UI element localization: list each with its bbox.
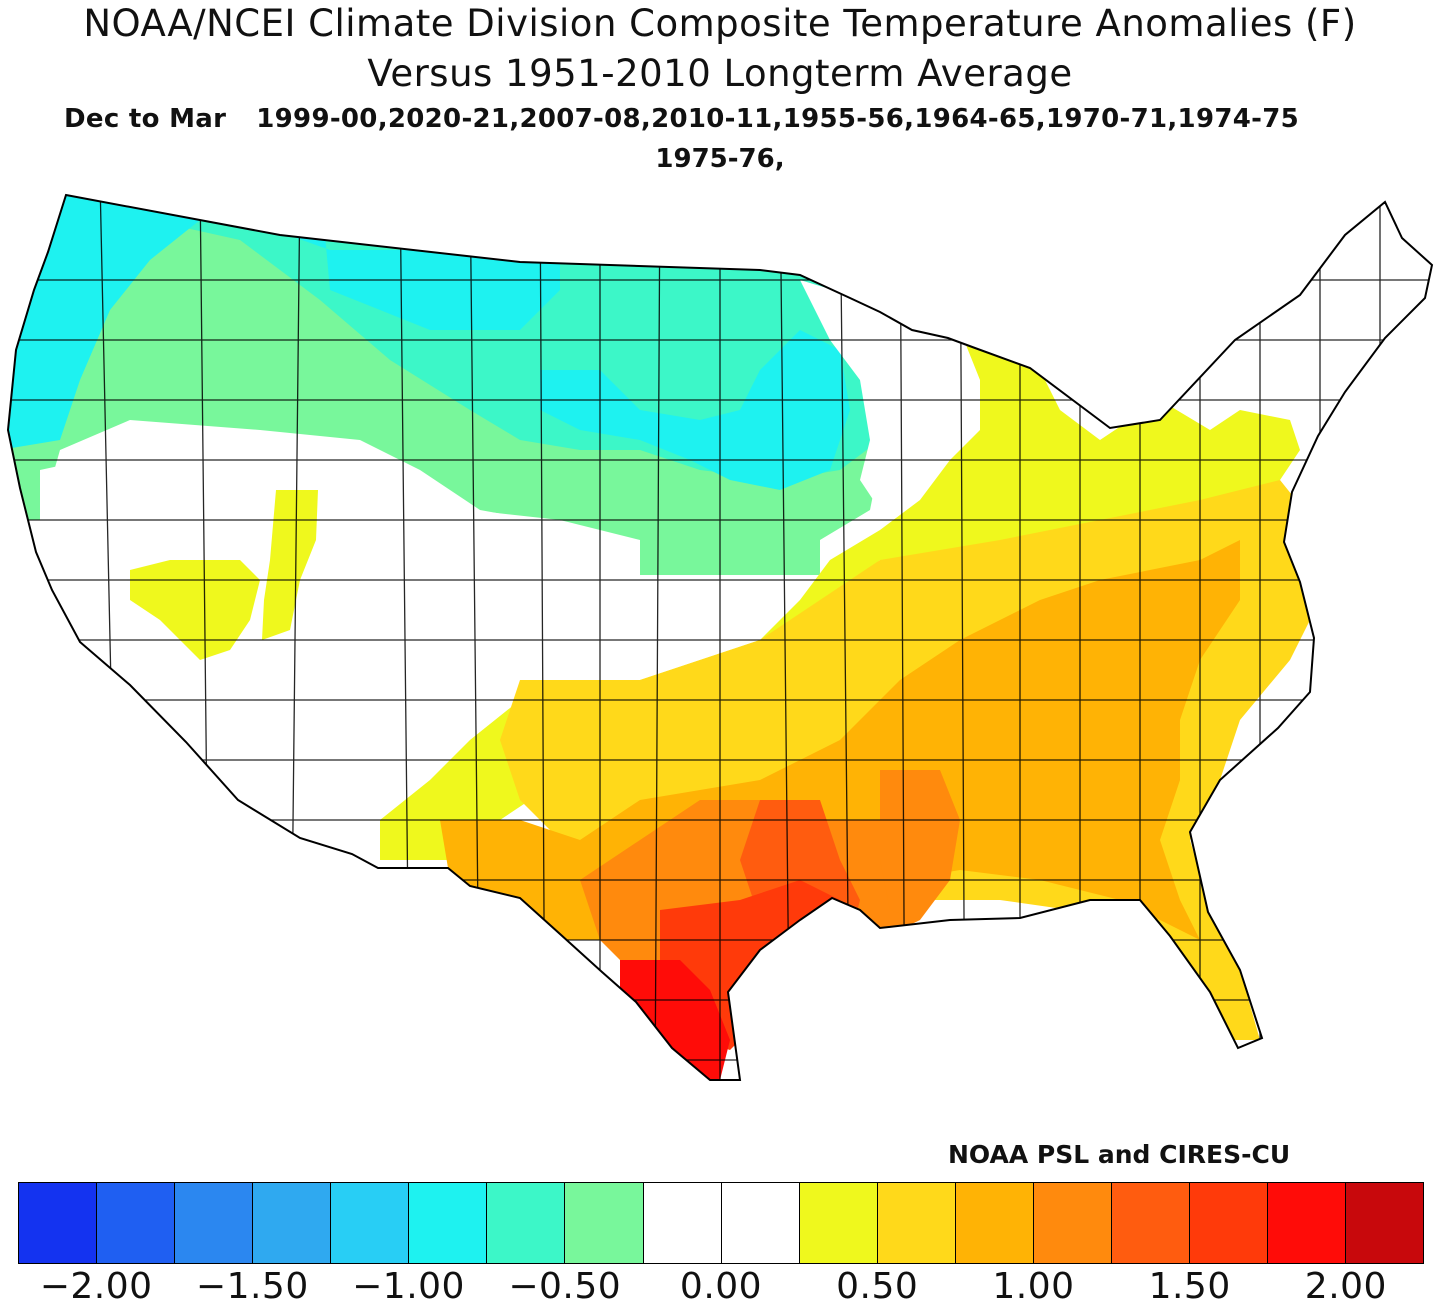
anomaly-zone-cyan-plains bbox=[540, 330, 850, 490]
colorbar-tick-label: −2.00 bbox=[39, 1266, 153, 1307]
composite-period-line: Dec to Mar 1999-00,2020-21,2007-08,2010-1… bbox=[64, 104, 1299, 134]
colorbar-tick-label: −0.50 bbox=[508, 1266, 622, 1307]
colorbar-swatch bbox=[565, 1183, 644, 1263]
colorbar-swatch bbox=[1033, 1183, 1112, 1263]
season-label: Dec to Mar bbox=[64, 104, 227, 134]
anomaly-zone-white-utah-arizona bbox=[260, 600, 580, 840]
colorbar-swatch bbox=[175, 1183, 254, 1263]
colorbar-swatch bbox=[1189, 1183, 1268, 1263]
colorbar-swatch bbox=[19, 1183, 98, 1263]
anomaly-zone-cyan-northwest bbox=[8, 195, 560, 450]
colorbar-tick-label: 2.00 bbox=[1304, 1266, 1387, 1307]
map-subtitle: Versus 1951-2010 Longterm Average bbox=[367, 52, 1073, 95]
composite-years-line1: 1999-00,2020-21,2007-08,2010-11,1955-56,… bbox=[256, 104, 1299, 134]
colorbar-tick-label: 1.00 bbox=[992, 1266, 1075, 1307]
anomaly-zone-yellow-idaho-strip bbox=[262, 490, 318, 640]
data-credit: NOAA PSL and CIRES-CU bbox=[948, 1140, 1291, 1169]
us-outline bbox=[6, 193, 1434, 1081]
anomaly-zone-yellow-nevada bbox=[130, 560, 260, 660]
colorbar-tick-label: 0.50 bbox=[836, 1266, 919, 1307]
us-climate-division-map bbox=[6, 193, 1434, 1081]
colorbar-swatch bbox=[409, 1183, 488, 1263]
anomaly-zone-orange-mississippi bbox=[880, 770, 960, 920]
colorbar-tick-label: 0.00 bbox=[679, 1266, 763, 1307]
composite-years-line2: 1975-76, bbox=[655, 144, 785, 174]
colorbar-tick-label: 1.50 bbox=[1148, 1266, 1231, 1307]
colorbar-swatch bbox=[1346, 1183, 1424, 1263]
colorbar-swatch bbox=[721, 1183, 800, 1263]
climate-division-grid bbox=[8, 195, 1432, 1080]
colorbar-tick-labels: −2.00 −1.50 −1.00 −0.50 0.00 0.50 1.00 1.50 2.00 bbox=[0, 1266, 1440, 1307]
colorbar-swatch bbox=[97, 1183, 176, 1263]
colorbar-swatch bbox=[799, 1183, 878, 1263]
map-title: NOAA/NCEI Climate Division Composite Tem… bbox=[83, 2, 1357, 45]
colorbar-tick-label: −1.00 bbox=[352, 1266, 465, 1307]
colorbar-tick-label: −1.50 bbox=[195, 1266, 309, 1307]
colorbar-swatch bbox=[643, 1183, 722, 1263]
colorbar-swatch bbox=[955, 1183, 1034, 1263]
anomaly-zone-deepred-south-texas bbox=[620, 960, 730, 1080]
colorbar-swatch bbox=[1111, 1183, 1190, 1263]
anomaly-colorbar bbox=[18, 1182, 1424, 1264]
colorbar-swatch bbox=[1268, 1183, 1347, 1263]
colorbar-swatch bbox=[331, 1183, 410, 1263]
colorbar-swatch bbox=[877, 1183, 956, 1263]
colorbar-swatch bbox=[487, 1183, 566, 1263]
colorbar-swatch bbox=[253, 1183, 332, 1263]
